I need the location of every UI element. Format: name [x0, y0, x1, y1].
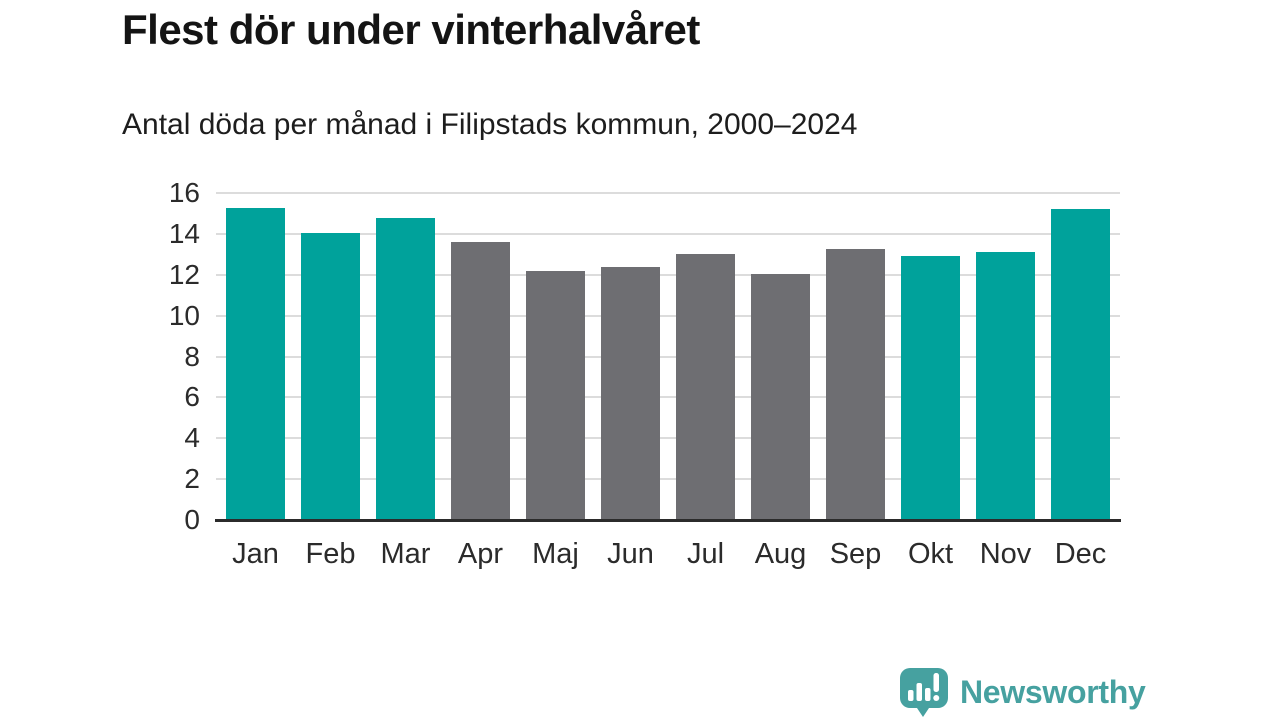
gridline-14 [216, 232, 1120, 235]
x-tick-jul: Jul [686, 538, 725, 570]
newsworthy-logo: Newsworthy [898, 666, 1146, 718]
gridline-12 [216, 273, 1120, 276]
gridline-8 [216, 355, 1120, 358]
bar-okt [901, 256, 960, 520]
x-tick-mar: Mar [380, 538, 431, 570]
bar-apr [451, 242, 510, 520]
y-tick-4: 4 [184, 422, 200, 454]
y-tick-6: 6 [184, 381, 200, 413]
chart-title: Flest dör under vinterhalvåret [122, 6, 700, 53]
bar-sep [826, 249, 885, 520]
x-axis-tick-labels: Jan Feb Mar Apr Maj Jun Jul Aug Sep Okt Nov Dec [216, 538, 1120, 571]
bar-jul [676, 254, 735, 520]
speech-bubble-bar-chart-icon [900, 668, 948, 717]
plot-area [216, 192, 1120, 520]
bar-nov [976, 252, 1035, 520]
y-axis-tick-labels: 0 2 4 6 8 10 12 14 16 [0, 0, 200, 720]
bar-maj [526, 270, 585, 520]
chart-subtitle: Antal döda per månad i Filipstads kommun… [122, 108, 858, 141]
y-tick-16: 16 [168, 177, 200, 208]
bar-jan [226, 208, 285, 520]
gridline-6 [216, 396, 1120, 399]
gridline-10 [216, 314, 1120, 317]
x-tick-nov: Nov [979, 538, 1032, 570]
bar-dec [1051, 209, 1110, 520]
x-axis-line [215, 519, 1121, 522]
x-tick-feb: Feb [305, 538, 356, 570]
x-tick-dec: Dec [1054, 538, 1107, 570]
x-tick-okt: Okt [907, 538, 954, 570]
x-tick-aug: Aug [754, 538, 807, 570]
bar-jun [601, 266, 660, 520]
bar-aug [751, 273, 810, 520]
x-tick-jan: Jan [232, 538, 279, 570]
y-tick-10: 10 [168, 299, 200, 331]
y-tick-8: 8 [184, 340, 200, 372]
x-tick-sep: Sep [829, 538, 882, 570]
x-tick-jun: Jun [607, 538, 654, 570]
bar-mar [376, 217, 435, 520]
x-tick-apr: Apr [457, 538, 504, 570]
gridline-16 [216, 192, 1120, 194]
gridline-4 [216, 437, 1120, 440]
newsworthy-wordmark: Newsworthy [960, 673, 1146, 710]
gridline-2 [216, 478, 1120, 481]
y-tick-14: 14 [168, 217, 200, 249]
bar-series [216, 193, 1120, 520]
x-tick-maj: Maj [532, 538, 579, 570]
y-tick-12: 12 [168, 258, 200, 290]
y-tick-0: 0 [184, 504, 200, 535]
bar-feb [301, 232, 360, 520]
y-tick-2: 2 [184, 463, 200, 495]
